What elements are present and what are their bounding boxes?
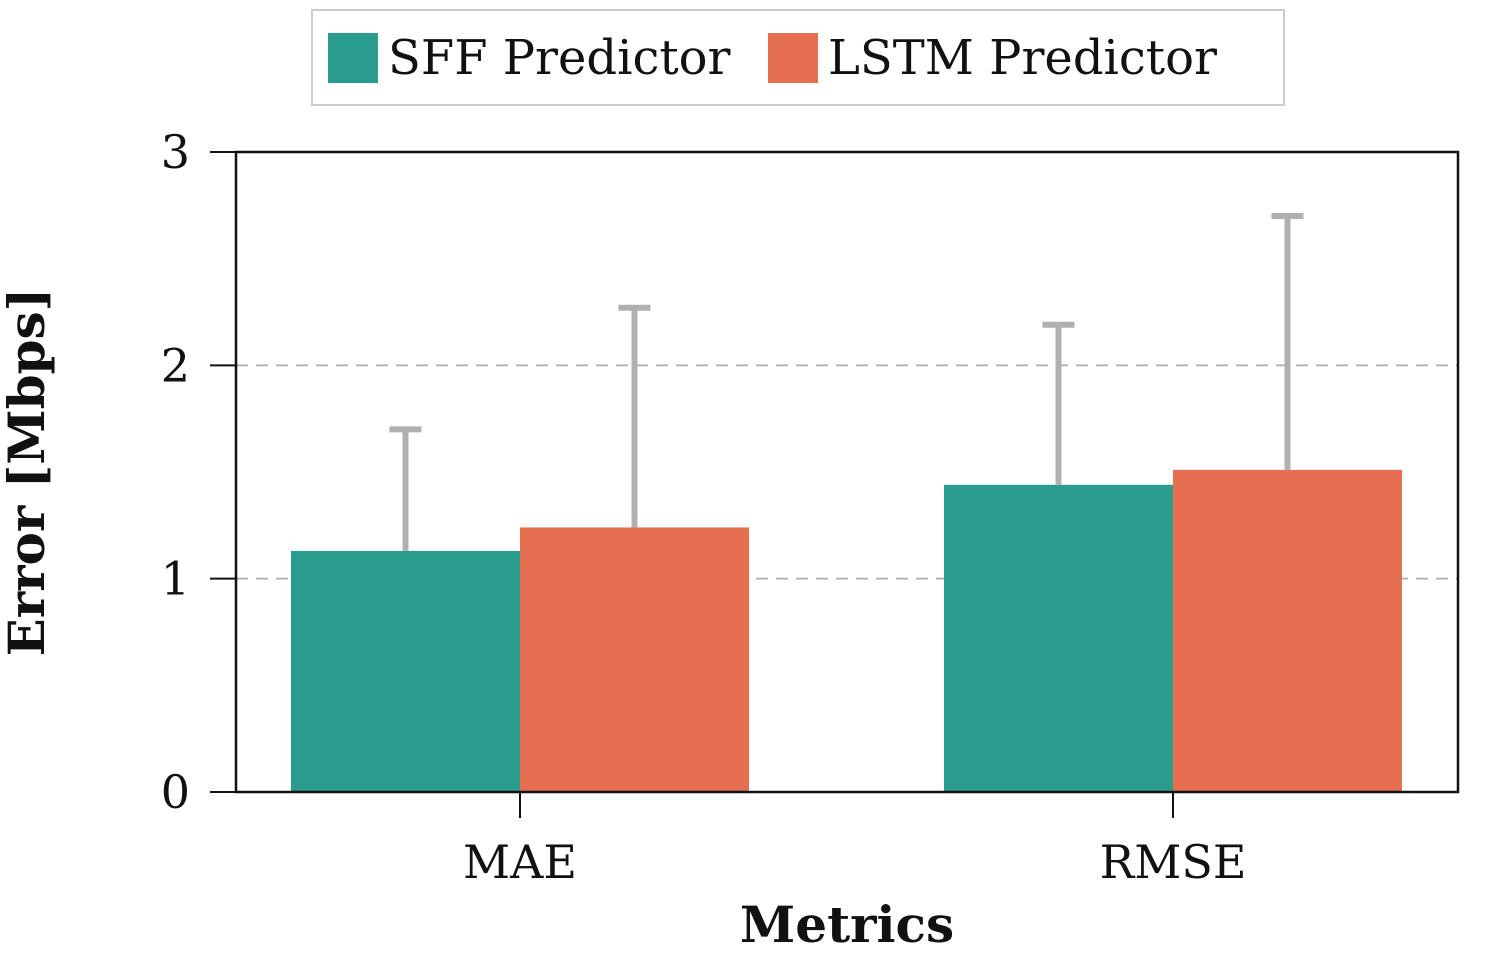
y-tick-label-3: 3	[161, 125, 190, 179]
y-axis: 0 1 2 3	[161, 125, 236, 819]
plot-frame	[234, 150, 1460, 794]
legend-swatch-sff	[328, 33, 378, 83]
y-axis-title: Error [Mbps]	[0, 288, 56, 657]
legend-label-sff: SFF Predictor	[388, 30, 731, 86]
legend-label-lstm: LSTM Predictor	[828, 30, 1217, 86]
y-tick-label-1: 1	[161, 552, 190, 606]
legend: SFF Predictor LSTM Predictor	[311, 9, 1285, 106]
bar-rmse-lstm	[1173, 469, 1402, 792]
y-tick-label-0: 0	[161, 765, 190, 819]
bar-mae-sff	[291, 550, 520, 792]
x-axis: MAE RMSE	[463, 792, 1246, 889]
bars	[291, 469, 1402, 792]
legend-swatch-lstm	[768, 33, 818, 83]
bar-mae-lstm	[520, 527, 749, 792]
x-axis-title: Metrics	[740, 895, 954, 954]
error-bars	[389, 213, 1304, 551]
x-tick-label-rmse: RMSE	[1100, 835, 1247, 889]
y-tick-label-2: 2	[161, 338, 190, 392]
bar-rmse-sff	[944, 484, 1173, 792]
x-tick-label-mae: MAE	[463, 835, 577, 889]
